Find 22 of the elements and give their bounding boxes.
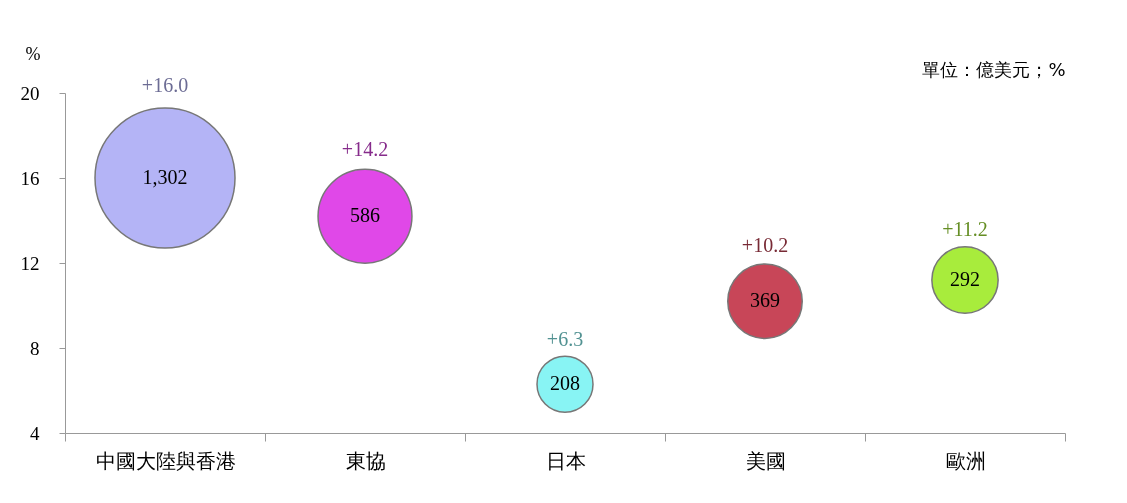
- x-tick-label: 美國: [745, 448, 786, 473]
- data-label: +14.2: [341, 138, 389, 161]
- y-tick-label: 16: [20, 167, 40, 189]
- text: 單位：億美元；%: [922, 59, 1066, 80]
- data-label: +11.2: [942, 217, 988, 240]
- annotation: 208: [550, 372, 580, 395]
- data-label: +16.0: [141, 74, 189, 97]
- x-tick-label: 日本: [545, 448, 586, 473]
- annotation: 586: [350, 204, 380, 227]
- y-tick-label: 20: [20, 82, 40, 104]
- x-tick-label: 中國大陸與香港: [95, 448, 236, 473]
- y-tick-label: 4: [30, 422, 40, 444]
- y-tick-label: 8: [30, 337, 40, 359]
- data-label: +10.2: [741, 234, 789, 257]
- data-label: +6.3: [546, 327, 584, 350]
- annotation: 1,302: [142, 166, 188, 188]
- annotation: 292: [950, 268, 980, 290]
- x-tick-label: 東協: [345, 448, 386, 473]
- x-tick-label: 歐洲: [945, 448, 986, 473]
- y-tick-label: 12: [20, 252, 40, 274]
- annotation: 369: [750, 289, 780, 312]
- y-axis-title: %: [25, 43, 41, 64]
